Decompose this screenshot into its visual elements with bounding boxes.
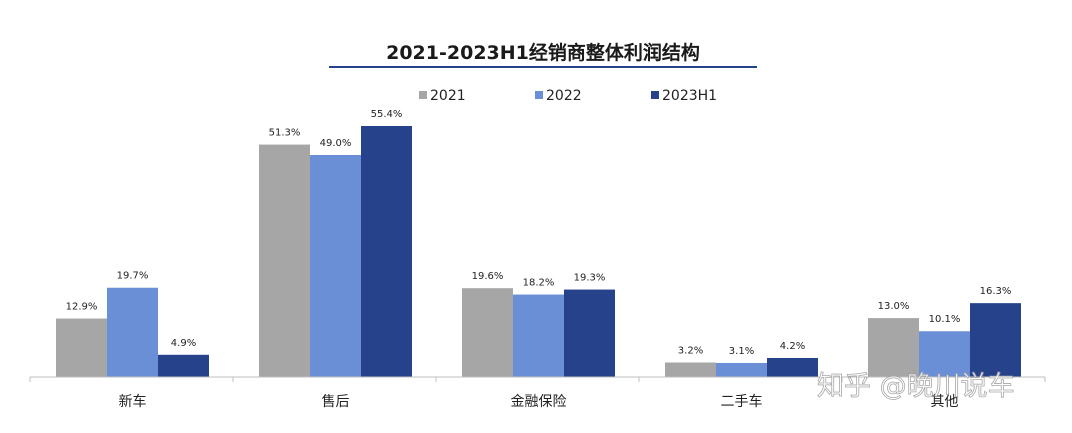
bar-2021-4 — [868, 318, 919, 377]
bar-2023h1-0 — [158, 354, 209, 377]
watermark: 知乎 @晚川说车 — [817, 371, 1015, 402]
value-labels: 12.9% 19.7% 4.9% 51.3% 49.0% 55.4% 19.6% 18.2% 1… — [66, 109, 1012, 357]
bar-2023h1-3 — [767, 357, 818, 377]
bar-2021-0 — [56, 318, 107, 377]
legend-label-2021: 2021 — [430, 88, 466, 104]
value-label-2023h1-4: 16.3% — [980, 286, 1012, 297]
bar-2022-0 — [107, 287, 158, 377]
bar-2021-3 — [665, 362, 716, 377]
category-label-1: 售后 — [322, 394, 350, 410]
x-axis-ticks — [29, 377, 1046, 382]
category-label-0: 新车 — [119, 393, 147, 410]
value-label-2023h1-1: 55.4% — [371, 109, 403, 120]
legend-swatch-2021 — [419, 91, 427, 99]
value-label-2022-3: 3.1% — [729, 346, 754, 357]
legend-swatch-2023h1 — [651, 91, 659, 99]
legend: 2021 2022 2023H1 — [419, 88, 717, 104]
value-label-2023h1-0: 4.9% — [171, 338, 196, 349]
bars — [56, 126, 1021, 377]
bar-2022-3 — [716, 362, 767, 377]
category-label-3: 二手车 — [721, 393, 763, 410]
value-label-2022-2: 18.2% — [523, 278, 555, 289]
value-label-2022-1: 49.0% — [320, 138, 352, 149]
value-label-2021-2: 19.6% — [472, 271, 504, 282]
value-label-2023h1-2: 19.3% — [574, 273, 606, 284]
value-label-2021-3: 3.2% — [678, 346, 703, 357]
legend-swatch-2022 — [535, 91, 543, 99]
value-label-2021-4: 13.0% — [878, 301, 910, 312]
category-label-4: 其他 — [931, 394, 959, 410]
bar-2022-4 — [919, 331, 970, 377]
value-label-2023h1-3: 4.2% — [780, 341, 805, 352]
value-label-2022-0: 19.7% — [117, 271, 149, 282]
bar-2022-2 — [513, 294, 564, 377]
chart-title: 2021-2023H1经销商整体利润结构 — [386, 41, 700, 64]
value-label-2022-4: 10.1% — [929, 314, 961, 325]
bar-2021-2 — [462, 288, 513, 377]
legend-label-2022: 2022 — [546, 88, 582, 104]
bar-2023h1-4 — [970, 303, 1021, 377]
value-label-2021-1: 51.3% — [269, 128, 301, 139]
bar-2023h1-2 — [564, 289, 615, 377]
category-labels: 新车 售后 金融保险 二手车 其他 — [119, 393, 959, 410]
category-label-2: 金融保险 — [511, 394, 567, 410]
value-label-2021-0: 12.9% — [66, 302, 98, 313]
legend-label-2023h1: 2023H1 — [662, 88, 717, 104]
bar-2022-1 — [310, 154, 361, 377]
bar-2023h1-1 — [361, 126, 412, 377]
bar-2021-1 — [259, 144, 310, 377]
